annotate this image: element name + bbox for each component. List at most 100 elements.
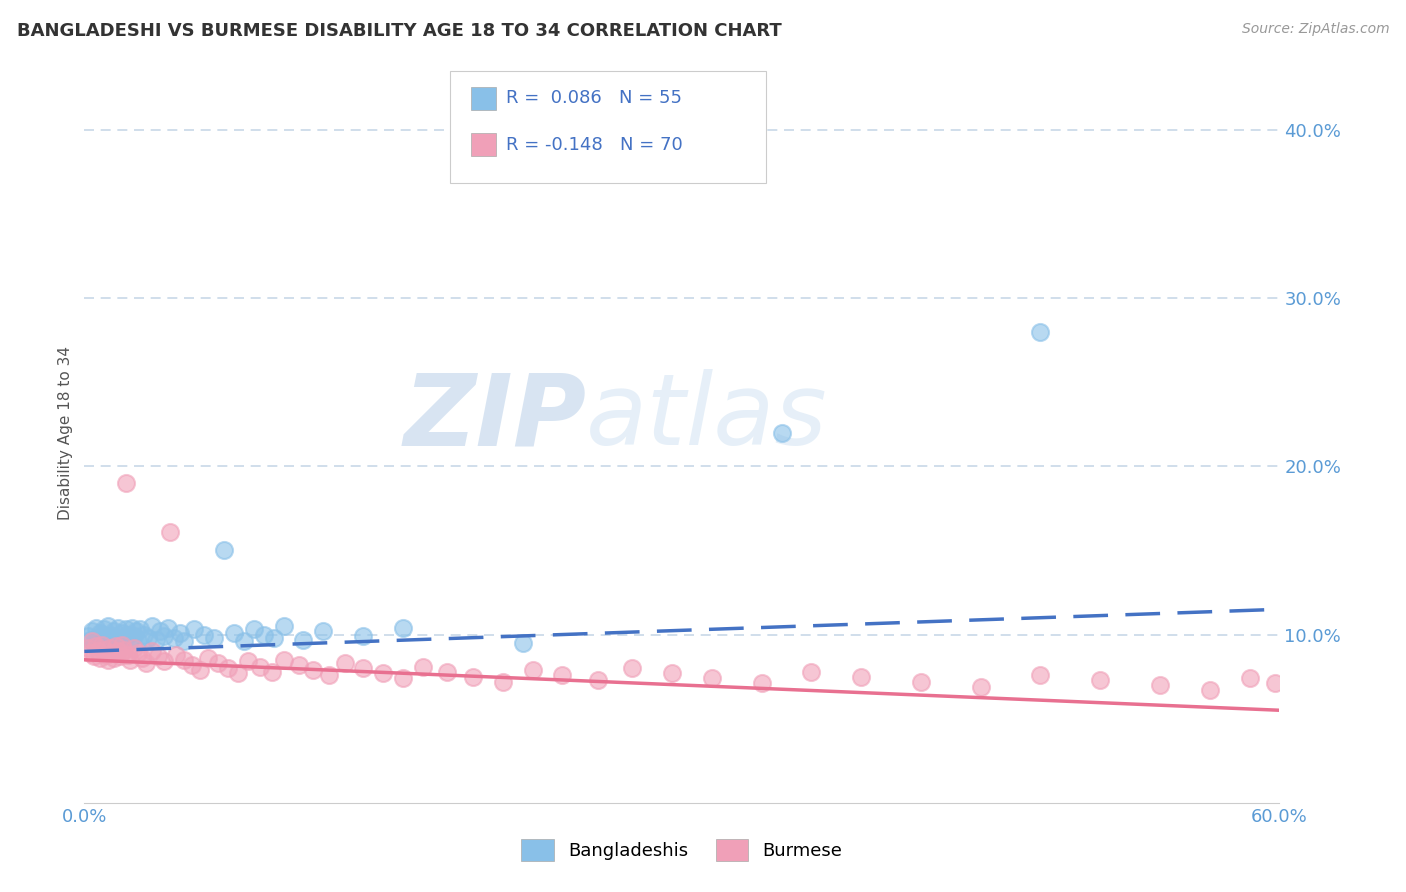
Point <box>101 646 124 660</box>
Point <box>588 673 610 687</box>
Point <box>115 623 138 637</box>
Point <box>970 680 993 694</box>
Text: BANGLADESHI VS BURMESE DISABILITY AGE 18 TO 34 CORRELATION CHART: BANGLADESHI VS BURMESE DISABILITY AGE 18… <box>17 22 782 40</box>
Point <box>1029 325 1052 339</box>
Point <box>352 629 374 643</box>
Point <box>120 653 142 667</box>
Point <box>103 651 125 665</box>
Point <box>212 543 235 558</box>
Point <box>392 621 415 635</box>
Point <box>77 629 100 643</box>
Text: Source: ZipAtlas.com: Source: ZipAtlas.com <box>1241 22 1389 37</box>
Point <box>82 634 104 648</box>
Point <box>111 625 134 640</box>
Point <box>115 476 138 491</box>
Point <box>253 627 276 641</box>
Point <box>93 623 115 637</box>
Point <box>141 644 163 658</box>
Point <box>181 657 204 672</box>
Point <box>120 632 142 647</box>
Point <box>149 624 172 639</box>
Point <box>83 649 105 664</box>
Point <box>217 661 239 675</box>
Point <box>260 665 283 679</box>
Point <box>1029 668 1052 682</box>
Point <box>97 619 120 633</box>
Point <box>103 624 125 639</box>
Point <box>242 623 264 637</box>
Point <box>173 634 195 648</box>
Text: R = -0.148   N = 70: R = -0.148 N = 70 <box>506 136 683 153</box>
Point <box>93 642 115 657</box>
Point <box>111 638 134 652</box>
Y-axis label: Disability Age 18 to 34: Disability Age 18 to 34 <box>58 345 73 520</box>
Point <box>112 631 135 645</box>
Point <box>700 671 723 685</box>
Point <box>110 634 132 648</box>
Point <box>183 623 205 637</box>
Point <box>122 640 145 655</box>
Point <box>86 621 108 635</box>
Point <box>107 644 129 658</box>
Point <box>352 661 374 675</box>
Point <box>492 674 515 689</box>
Point <box>112 642 135 657</box>
Point <box>751 676 773 690</box>
Point <box>273 619 295 633</box>
Point <box>93 627 115 641</box>
Point <box>89 651 111 665</box>
Point <box>249 659 271 673</box>
Point <box>91 638 114 652</box>
Point <box>131 651 153 665</box>
Point <box>117 648 139 662</box>
Point <box>129 623 152 637</box>
Point <box>1090 673 1112 687</box>
Point <box>292 632 315 647</box>
Point <box>159 524 181 539</box>
Point <box>522 663 544 677</box>
Point <box>136 631 159 645</box>
Point <box>188 663 211 677</box>
Point <box>79 632 101 647</box>
Point <box>122 629 145 643</box>
Point <box>132 627 156 641</box>
Point <box>135 656 157 670</box>
Point <box>512 636 534 650</box>
Point <box>98 638 121 652</box>
Point <box>1198 683 1220 698</box>
Point <box>153 629 176 643</box>
Point <box>86 640 108 654</box>
Point <box>263 631 285 645</box>
Point <box>173 653 195 667</box>
Point <box>117 627 139 641</box>
Point <box>145 632 167 647</box>
Point <box>127 646 149 660</box>
Point <box>91 634 114 648</box>
Point <box>165 648 187 662</box>
Point <box>197 651 219 665</box>
Point <box>1239 671 1261 685</box>
Point <box>107 621 129 635</box>
Point <box>373 666 395 681</box>
Point <box>1264 676 1286 690</box>
Point <box>110 649 132 664</box>
Point <box>193 627 215 641</box>
Point <box>318 668 340 682</box>
Point <box>851 670 873 684</box>
Point <box>226 666 249 681</box>
Point <box>105 632 128 647</box>
Point <box>77 640 100 655</box>
Point <box>146 649 169 664</box>
Point <box>551 668 574 682</box>
Point <box>273 653 295 667</box>
Legend: Bangladeshis, Burmese: Bangladeshis, Burmese <box>515 831 849 868</box>
Point <box>392 671 415 685</box>
Point <box>98 640 121 655</box>
Point <box>96 631 118 645</box>
Text: R =  0.086   N = 55: R = 0.086 N = 55 <box>506 89 682 107</box>
Point <box>770 425 793 440</box>
Point <box>202 631 225 645</box>
Point <box>621 661 644 675</box>
Point <box>232 634 254 648</box>
Point <box>89 625 111 640</box>
